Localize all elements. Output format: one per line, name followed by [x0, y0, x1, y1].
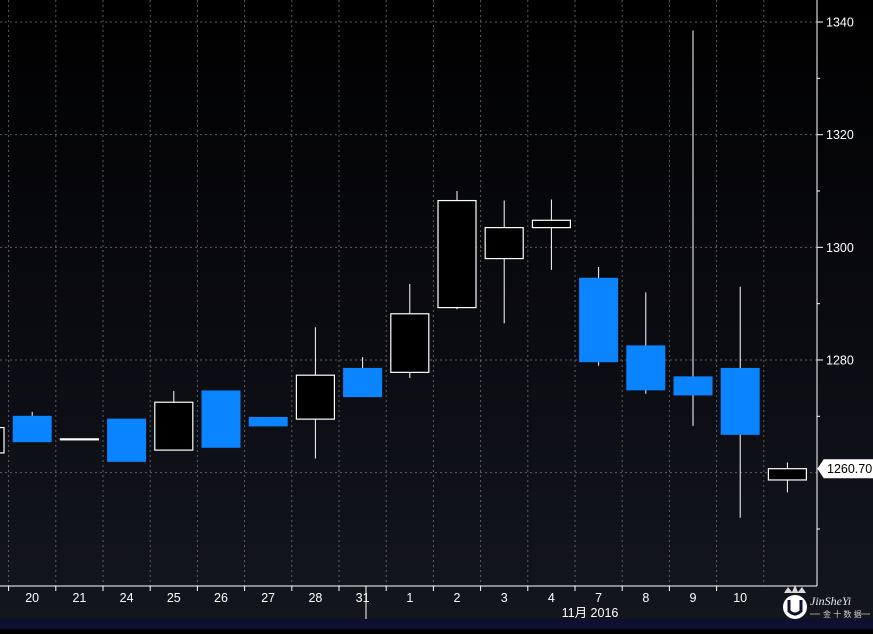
y-tick-label: 1340 [826, 16, 854, 30]
logo-subtext: 金 十 数 据 [823, 609, 862, 619]
last-price-box [817, 459, 873, 479]
candle-body-down [107, 418, 147, 462]
logo-text: JinSheYi [810, 594, 851, 608]
candle-body-up [0, 426, 5, 454]
grid-lines [0, 0, 817, 587]
candle [626, 292, 666, 394]
candle [437, 190, 477, 310]
crown-icon [784, 585, 806, 593]
candle-body-down [201, 390, 241, 448]
candle [767, 462, 808, 493]
candles [0, 30, 808, 518]
candle [673, 30, 713, 426]
candle [248, 416, 288, 427]
candle [107, 418, 147, 462]
y-tick-label: 1320 [826, 128, 854, 142]
x-tick-label: 21 [72, 591, 86, 605]
candle [295, 327, 335, 459]
x-tick-label: 26 [214, 591, 228, 605]
x-tick-label: 7 [595, 591, 602, 605]
y-axis-ticks: 1340 1320 1300 1280 [817, 16, 854, 530]
x-tick-label: 2 [454, 591, 461, 605]
candle-body-down [579, 277, 619, 363]
candle [484, 200, 524, 324]
candle [12, 411, 52, 443]
x-tick-label: 28 [308, 591, 322, 605]
candle-body-up [531, 219, 572, 229]
x-tick-label: 25 [167, 591, 181, 605]
x-tick-label: 31 [356, 591, 370, 605]
candle-body-up [59, 438, 100, 441]
y-tick-label: 1280 [826, 353, 854, 367]
x-axis-ticks: 20 21 24 25 26 27 28 31 1 2 3 4 7 8 9 10 [8, 586, 747, 619]
x-tick-label: 10 [733, 591, 747, 605]
candle-body-down [626, 345, 666, 391]
candle [531, 199, 572, 270]
candle [720, 286, 760, 518]
candle [0, 426, 5, 454]
candle-body-down [673, 376, 713, 396]
candle [201, 390, 241, 448]
x-period-label: 11月 2016 [562, 606, 619, 620]
x-tick-label: 20 [25, 591, 39, 605]
candle-body-down [343, 367, 383, 398]
last-price-marker: 1260.70 [817, 459, 873, 479]
x-tick-label: 1 [406, 591, 413, 605]
x-tick-label: 3 [501, 591, 508, 605]
x-tick-label: 27 [261, 591, 275, 605]
last-price-label: 1260.70 [827, 462, 872, 476]
candle-body-down [12, 415, 52, 443]
candle-body-up [295, 374, 335, 420]
candle [343, 357, 383, 398]
candle-body-up [390, 313, 430, 373]
candle-body-down [248, 416, 288, 427]
x-tick-label: 24 [120, 591, 134, 605]
candle [390, 283, 430, 379]
x-tick-label: 4 [548, 591, 555, 605]
x-tick-label: 9 [690, 591, 697, 605]
bottom-axis-band [0, 619, 873, 629]
jinshiyi-logo: JinSheYi 金 十 数 据 [783, 585, 870, 619]
candle [59, 438, 100, 441]
candle-body-up [484, 227, 524, 260]
candle-body-up [154, 401, 194, 451]
candle-body-up [437, 199, 477, 309]
candle [154, 390, 194, 451]
candle-body-down [720, 367, 760, 435]
x-tick-label: 8 [642, 591, 649, 605]
y-tick-label: 1300 [826, 241, 854, 255]
candle [579, 267, 619, 366]
candle-body-up [767, 468, 808, 481]
